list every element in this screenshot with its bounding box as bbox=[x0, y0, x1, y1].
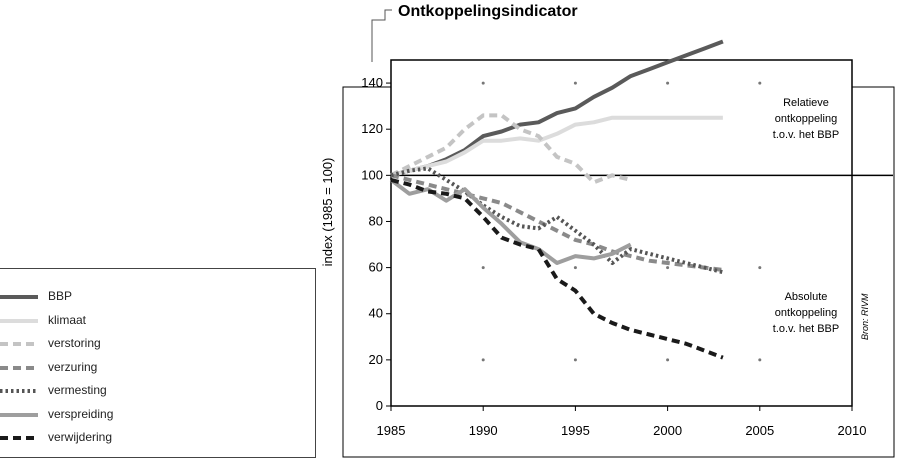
legend-label: verwijdering bbox=[48, 430, 113, 444]
plot-background bbox=[391, 60, 852, 406]
y-tick-label: 80 bbox=[369, 213, 383, 228]
legend-label: klimaat bbox=[48, 312, 87, 327]
x-tick-label: 1985 bbox=[377, 423, 406, 438]
legend-label: vermesting bbox=[48, 383, 107, 397]
y-tick-label: 140 bbox=[361, 75, 383, 90]
annotation-absolute: ontkoppeling bbox=[775, 307, 837, 319]
x-tick-label: 1990 bbox=[469, 423, 498, 438]
series-line-vermesting bbox=[390, 166, 724, 275]
legend-item-verstoring: verstoring bbox=[0, 334, 300, 354]
grid-dot bbox=[666, 81, 670, 85]
legend-swatch bbox=[0, 365, 38, 370]
legend-label: verstoring bbox=[48, 336, 101, 350]
legend-item-BBP: BBP bbox=[0, 287, 300, 307]
grid-dot bbox=[481, 266, 485, 270]
x-tick-label: 2005 bbox=[745, 423, 774, 438]
annotation-absolute: t.o.v. het BBP bbox=[773, 323, 839, 335]
chart-title: Ontkoppelingsindicator bbox=[398, 3, 578, 20]
x-tick-label: 2000 bbox=[653, 423, 682, 438]
legend-label: verzuring bbox=[48, 359, 98, 374]
legend-swatch bbox=[0, 342, 38, 346]
y-tick-label: 0 bbox=[376, 398, 383, 413]
grid-dot bbox=[666, 266, 670, 270]
series-line-klimaat bbox=[390, 115, 723, 178]
series-layer bbox=[389, 39, 724, 360]
axes: 0 20 40 60 80 100 120 140 1985 1990 1995 2000 2005 20… bbox=[320, 59, 893, 438]
chart-frame bbox=[342, 9, 895, 458]
grid-dot bbox=[758, 81, 762, 85]
grid-dots bbox=[481, 81, 762, 362]
legend-item-verwijdering: verwijdering bbox=[0, 428, 300, 448]
source-note: Bron: RIVM bbox=[860, 293, 870, 340]
grid-dot bbox=[573, 266, 577, 270]
legend-swatch bbox=[0, 318, 38, 323]
x-tick-label: 2010 bbox=[838, 423, 867, 438]
legend-swatch bbox=[0, 436, 38, 440]
legend-swatch bbox=[0, 389, 38, 393]
annotation-relative: ontkoppeling bbox=[775, 113, 837, 125]
y-tick-label: 120 bbox=[361, 121, 383, 136]
grid-dot bbox=[573, 358, 577, 362]
grid-dot bbox=[481, 358, 485, 362]
series-line-verstoring bbox=[390, 113, 632, 185]
legend-item-verspreiding: verspreiding bbox=[0, 405, 300, 425]
legend-item-klimaat: klimaat bbox=[0, 311, 300, 331]
series-line-verzuring bbox=[390, 173, 724, 272]
y-tick-label: 20 bbox=[369, 352, 383, 367]
legend-swatch bbox=[0, 295, 38, 299]
legend-item-verzuring: verzuring bbox=[0, 358, 300, 378]
annotations: Relatieve ontkoppeling t.o.v. het BBP Absol… bbox=[773, 97, 839, 335]
annotation-absolute: Absolute bbox=[785, 291, 828, 303]
plot-border bbox=[390, 59, 853, 407]
x-tick-label: 1995 bbox=[561, 423, 590, 438]
grid-dot bbox=[573, 81, 577, 85]
annotation-relative: Relatieve bbox=[783, 97, 829, 109]
title-bracket bbox=[371, 9, 392, 62]
grid-dot bbox=[481, 81, 485, 85]
y-tick-label: 60 bbox=[369, 260, 383, 275]
y-axis-label: index (1985 = 100) bbox=[320, 158, 335, 267]
grid-dot bbox=[758, 358, 762, 362]
series-line-verwijdering bbox=[390, 177, 724, 360]
legend-item-vermesting: vermesting bbox=[0, 381, 300, 401]
y-tick-label: 100 bbox=[361, 167, 383, 182]
y-tick-label: 40 bbox=[369, 306, 383, 321]
legend-swatch bbox=[0, 412, 38, 417]
legend: BBP klimaat verstoring verzuring vermesting v… bbox=[0, 268, 316, 458]
grid-dot bbox=[666, 358, 670, 362]
annotation-relative: t.o.v. het BBP bbox=[773, 129, 839, 141]
legend-label: verspreiding bbox=[48, 406, 114, 421]
series-line-BBP bbox=[390, 39, 724, 178]
grid-dot bbox=[758, 266, 762, 270]
legend-label: BBP bbox=[48, 289, 73, 303]
